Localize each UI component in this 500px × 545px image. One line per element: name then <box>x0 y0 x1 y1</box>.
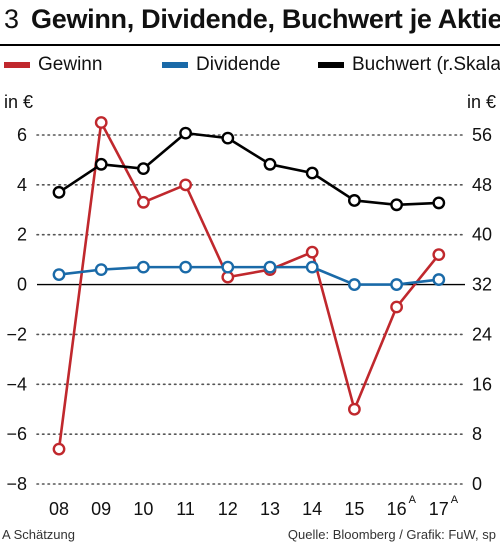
data-point-dividende <box>179 260 193 274</box>
data-point-buchwert <box>390 198 403 212</box>
legend-swatch-dividende <box>162 62 188 68</box>
data-point-dividende <box>221 260 235 274</box>
legend-item-buchwert: Buchwert (r.Skala) <box>318 54 500 76</box>
data-point-buchwert <box>52 185 66 199</box>
series-line-buchwert <box>58 131 439 207</box>
legend-swatch-buchwert <box>318 62 344 68</box>
data-point-gewinn <box>52 442 66 456</box>
legend-label-gewinn: Gewinn <box>38 54 103 75</box>
data-point-gewinn <box>179 178 193 192</box>
x-tick-superscript: A <box>409 494 417 506</box>
data-point-buchwert <box>179 126 193 140</box>
left-axis-unit: in € <box>4 92 33 112</box>
source-credit: Quelle: Bloomberg / Grafik: FuW, sp <box>287 527 496 542</box>
left-tick-label: 2 <box>17 225 27 245</box>
right-tick-label: 24 <box>472 324 492 344</box>
data-point-buchwert <box>432 196 446 210</box>
x-tick-label: 11 <box>176 499 195 519</box>
x-tick-superscript: A <box>451 494 459 506</box>
data-point-buchwert <box>305 166 319 180</box>
data-point-gewinn <box>390 300 403 314</box>
right-tick-label: 40 <box>472 225 492 245</box>
data-point-dividende <box>94 263 108 277</box>
data-point-buchwert <box>136 162 150 176</box>
right-tick-label: 16 <box>472 374 492 394</box>
left-tick-label: 6 <box>17 125 27 145</box>
x-tick-label: 13 <box>260 499 280 519</box>
x-tick-label: 14 <box>302 499 322 519</box>
series-line-gewinn <box>57 121 440 450</box>
data-point-dividende <box>263 260 277 274</box>
left-tick-label: 4 <box>17 175 27 195</box>
x-tick-label: 08 <box>49 499 69 519</box>
right-tick-label: 0 <box>472 474 482 494</box>
data-point-dividende <box>390 278 403 291</box>
data-point-gewinn <box>432 248 446 262</box>
figure-number: 3 <box>4 4 20 34</box>
legend-item-dividende: Dividende <box>162 54 281 76</box>
x-tick-label: 17 <box>429 499 449 519</box>
series-line-dividende <box>58 265 439 286</box>
chart-title: Gewinn, Dividende, Buchwert je Aktie <box>31 4 500 34</box>
title-rule <box>0 44 500 46</box>
legend: Gewinn Dividende Buchwert (r.Skala) <box>0 54 500 82</box>
x-tick-label: 12 <box>218 499 238 519</box>
right-tick-label: 48 <box>472 175 492 195</box>
x-tick-label: 09 <box>91 499 111 519</box>
data-point-gewinn <box>305 245 319 259</box>
data-point-dividende <box>432 273 446 286</box>
chart-title-row: 3 Gewinn, Dividende, Buchwert je Aktie <box>0 4 500 44</box>
data-point-dividende <box>347 278 361 291</box>
data-point-buchwert <box>221 131 235 145</box>
data-point-gewinn <box>347 402 361 416</box>
data-point-dividende <box>136 260 150 274</box>
left-tick-label: −2 <box>6 324 27 344</box>
data-point-gewinn <box>94 116 108 129</box>
footnote: A Schätzung <box>2 527 75 542</box>
legend-label-buchwert: Buchwert (r.Skala) <box>352 54 500 75</box>
data-point-buchwert <box>263 157 277 171</box>
x-tick-label: 16 <box>387 499 407 519</box>
left-tick-label: −8 <box>6 474 27 494</box>
right-axis-unit: in € <box>467 92 496 112</box>
right-tick-label: 56 <box>472 125 492 145</box>
legend-item-gewinn: Gewinn <box>4 54 102 76</box>
legend-label-dividende: Dividende <box>196 54 281 75</box>
data-point-dividende <box>305 260 319 274</box>
x-tick-label: 10 <box>133 499 153 519</box>
data-point-dividende <box>52 268 66 281</box>
data-point-gewinn <box>136 195 150 209</box>
data-point-buchwert <box>94 157 108 171</box>
x-tick-label: 15 <box>344 499 364 519</box>
left-tick-label: −6 <box>6 424 27 444</box>
data-point-buchwert <box>347 194 361 207</box>
right-tick-label: 8 <box>472 424 482 444</box>
right-tick-label: 32 <box>472 275 492 295</box>
legend-swatch-gewinn <box>4 62 30 68</box>
left-tick-label: 0 <box>17 275 27 295</box>
left-tick-label: −4 <box>6 374 27 394</box>
